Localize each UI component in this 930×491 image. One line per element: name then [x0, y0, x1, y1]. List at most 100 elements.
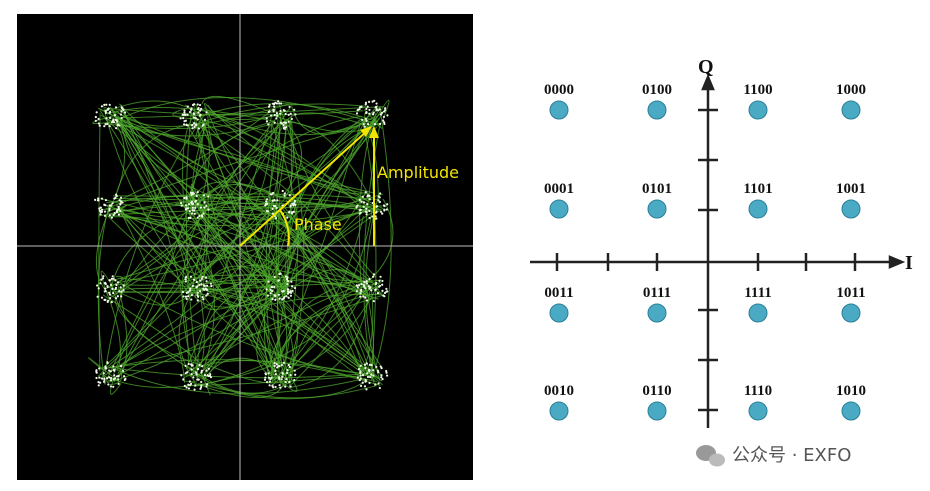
sample-dot [265, 380, 269, 384]
sample-dot [190, 193, 193, 196]
sample-dot [281, 371, 284, 375]
sample-dot [286, 279, 289, 283]
sample-dot [271, 297, 274, 301]
sample-dot [377, 382, 380, 385]
sample-dot [198, 109, 202, 112]
trace [114, 198, 276, 295]
sample-dot [189, 382, 193, 385]
sample-dot [383, 208, 386, 211]
sample-dot [121, 201, 124, 204]
sample-dot [189, 287, 192, 290]
point-label: 0010 [544, 383, 574, 399]
sample-dot [206, 383, 209, 386]
sample-dot [122, 284, 125, 287]
sample-dot [275, 363, 278, 366]
sample-dot [355, 290, 359, 293]
point-label: 1010 [836, 383, 866, 399]
sample-dot [368, 363, 372, 366]
sample-dot [102, 372, 105, 375]
constellation-point [549, 401, 569, 421]
sample-dot [99, 213, 102, 216]
sample-dot [182, 123, 186, 126]
constellation-point [549, 100, 569, 120]
sample-dot [269, 288, 272, 291]
sample-dot [291, 289, 294, 292]
sample-dot [290, 280, 293, 283]
phase-label: Phase [294, 215, 342, 234]
sample-dot [280, 102, 283, 105]
sample-dot [365, 111, 368, 114]
sample-dot [103, 214, 107, 217]
sample-dot [277, 100, 280, 103]
sample-dot [108, 207, 111, 210]
arrowhead [701, 73, 715, 91]
sample-dot [187, 295, 190, 298]
sample-dot [111, 275, 114, 278]
arrowhead [360, 126, 372, 137]
sample-dot [274, 204, 277, 208]
trace [110, 207, 377, 282]
trace [186, 365, 292, 394]
sample-dot [185, 291, 188, 294]
sample-dot [123, 375, 126, 378]
sample-dot [273, 275, 276, 279]
sample-dot [188, 380, 191, 383]
sample-dot [287, 113, 290, 116]
trace [361, 198, 394, 288]
sample-dot [269, 114, 273, 117]
sample-dot [97, 384, 100, 387]
sample-dot [104, 111, 107, 115]
sample-dot [96, 199, 100, 202]
sample-dot [377, 371, 380, 374]
sample-dot [190, 298, 193, 301]
trace [269, 193, 366, 286]
sample-dot [94, 198, 97, 201]
sample-dot [202, 287, 205, 290]
sample-dot [359, 292, 362, 295]
trace [358, 113, 377, 295]
sample-dot [201, 275, 204, 278]
sample-dot [275, 206, 278, 210]
sample-dot [357, 367, 361, 371]
sample-dot [117, 378, 120, 381]
trace [98, 196, 380, 217]
sample-dot [112, 378, 115, 381]
trace [266, 363, 272, 375]
sample-dot [184, 204, 188, 207]
trace [269, 292, 299, 384]
sample-dot [100, 278, 103, 281]
sample-dot [119, 365, 123, 368]
sample-dot [104, 282, 107, 286]
sample-dot [359, 211, 362, 215]
trace [113, 285, 128, 383]
sample-dot [380, 111, 384, 114]
sample-dot [180, 374, 183, 377]
sample-dot [366, 123, 370, 126]
trace [106, 193, 380, 204]
sample-dot [183, 384, 186, 388]
sample-dot [185, 297, 188, 301]
sample-dot [386, 203, 389, 206]
sample-dot [205, 111, 208, 114]
sample-dot [184, 295, 188, 298]
trace [117, 368, 375, 379]
sample-dot [273, 285, 276, 289]
sample-dot [361, 381, 364, 384]
sample-dot [356, 286, 359, 289]
sample-dot [358, 209, 361, 212]
sample-dot [359, 295, 362, 298]
sample-dot [105, 103, 108, 106]
sample-dot [364, 101, 368, 104]
trace [101, 105, 370, 195]
trace [282, 197, 299, 375]
sample-dot [362, 295, 365, 298]
sample-dot [110, 204, 113, 207]
sample-dot [197, 295, 200, 298]
sample-dot [97, 197, 100, 200]
sample-dot [365, 107, 368, 111]
sample-dot [293, 286, 297, 290]
trace [188, 117, 369, 202]
sample-dot [189, 216, 192, 220]
sample-dot [267, 280, 270, 283]
sample-dot [293, 199, 296, 203]
